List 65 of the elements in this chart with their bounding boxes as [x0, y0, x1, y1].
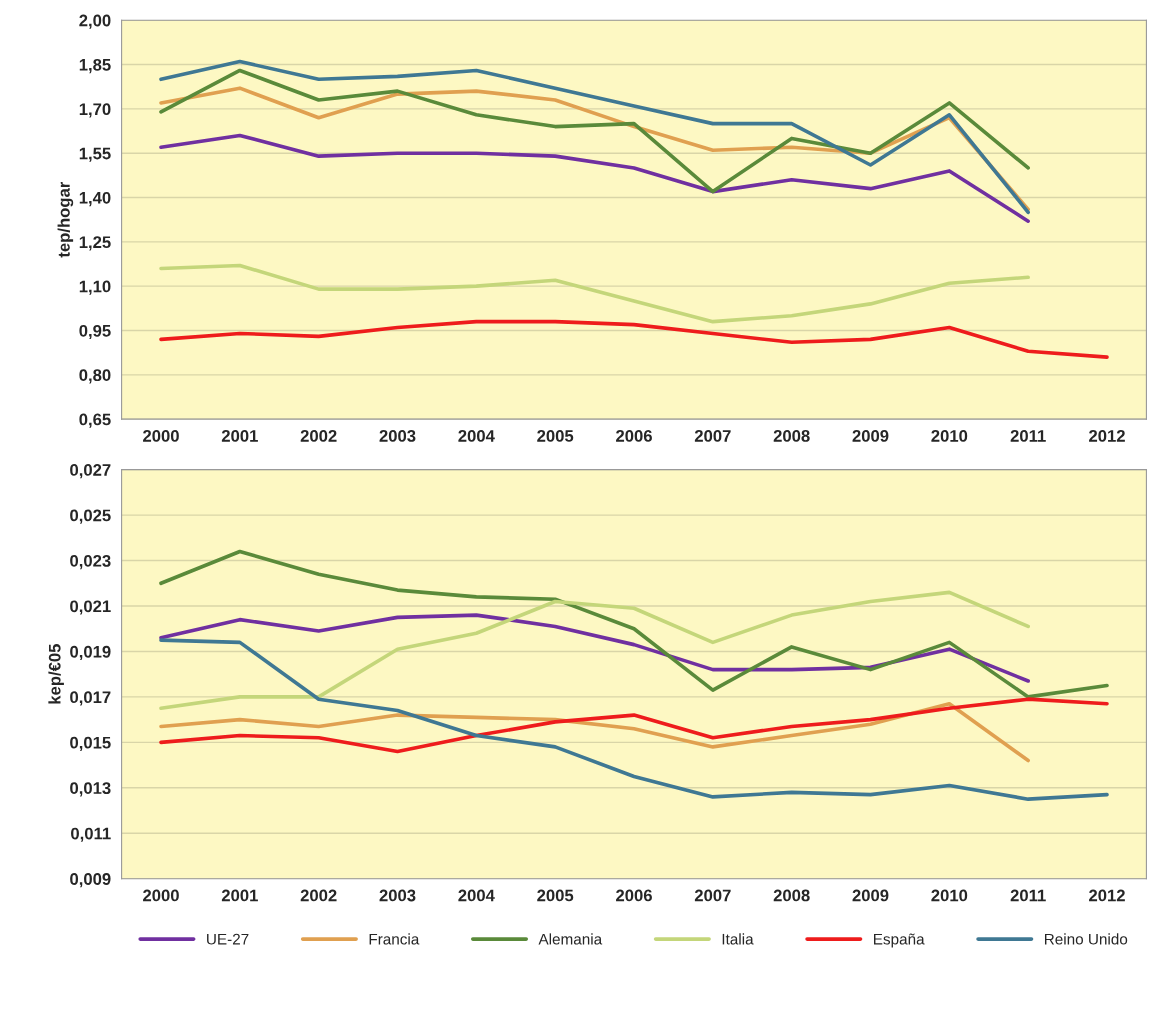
- x-tick-label: 2005: [537, 889, 574, 902]
- x-tick-label: 2000: [143, 430, 179, 442]
- y-tick-label: 1,85: [79, 58, 111, 74]
- y-tick-label: 0,023: [70, 554, 111, 570]
- line-series: [159, 590, 1030, 711]
- y-tick-label: 0,013: [70, 782, 111, 797]
- y-tick-label: 2,00: [79, 14, 111, 29]
- x-tick-label: 2010: [931, 889, 968, 902]
- line-series: [159, 319, 1109, 359]
- y-tick-label: 0,011: [71, 827, 111, 842]
- x-tick-label: 2011: [1010, 430, 1046, 442]
- x-tick-label: 2010: [931, 430, 968, 442]
- x-tick-label: 2008: [773, 889, 810, 902]
- x-tick-label: 2001: [221, 430, 258, 442]
- y-tick-label: 0,025: [70, 509, 111, 524]
- y-tick-label: 0,027: [70, 464, 111, 479]
- legend-label: Alemania: [538, 933, 603, 945]
- x-tick-label: 2004: [458, 430, 495, 442]
- y-tick-label: 0,021: [70, 600, 111, 615]
- line-series: [159, 549, 1109, 699]
- y-tick-label: 1,55: [79, 147, 111, 162]
- y-tick-label: 1,40: [79, 191, 111, 207]
- x-tick-label: 2001: [221, 889, 258, 902]
- y-tick-label: 0,009: [70, 873, 111, 888]
- x-tick-label: 2003: [379, 889, 416, 902]
- legend-label: Reino Unido: [1044, 933, 1128, 945]
- y-tick-label: 0,017: [70, 691, 111, 706]
- line-series: [159, 697, 1109, 754]
- line-series: [159, 133, 1030, 223]
- legend-label: UE-27: [207, 933, 249, 945]
- legend-label: España: [874, 933, 925, 948]
- x-tick-label: 2008: [773, 430, 810, 442]
- legend-label: Francia: [369, 933, 420, 945]
- y-tick-label: 0,015: [70, 736, 111, 751]
- x-tick-label: 2011: [1010, 889, 1046, 902]
- line-series: [159, 263, 1030, 324]
- x-tick-label: 2003: [379, 430, 416, 442]
- x-tick-label: 2009: [852, 889, 889, 902]
- y-tick-label: 0,65: [79, 413, 111, 428]
- x-tick-label: 2012: [1089, 889, 1125, 902]
- line-series: [159, 638, 1109, 801]
- x-tick-label: 2009: [852, 430, 889, 442]
- line-series: [159, 613, 1030, 683]
- y-tick-label: 1,10: [79, 280, 111, 295]
- x-tick-label: 2012: [1089, 430, 1125, 442]
- x-tick-label: 2006: [616, 430, 652, 442]
- y-axis-title: tep/hogar: [57, 181, 74, 258]
- y-tick-label: 0,80: [79, 369, 111, 384]
- y-tick-label: 0,019: [70, 645, 111, 661]
- x-tick-label: 2002: [300, 889, 337, 902]
- x-tick-label: 2006: [616, 889, 652, 902]
- x-tick-label: 2000: [143, 889, 179, 902]
- line-series: [159, 701, 1030, 763]
- y-tick-label: 1,70: [79, 103, 111, 118]
- line-series: [159, 68, 1030, 194]
- legend-label: Italia: [722, 933, 754, 945]
- x-tick-label: 2002: [300, 430, 337, 442]
- x-tick-label: 2007: [694, 889, 731, 902]
- x-tick-label: 2004: [458, 889, 495, 902]
- line-series: [159, 59, 1030, 215]
- y-tick-label: 1,25: [79, 236, 111, 251]
- x-tick-label: 2007: [694, 430, 731, 442]
- x-tick-label: 2005: [537, 430, 574, 442]
- y-tick-label: 0,95: [79, 324, 111, 340]
- y-axis-title: kep/€05: [48, 644, 64, 704]
